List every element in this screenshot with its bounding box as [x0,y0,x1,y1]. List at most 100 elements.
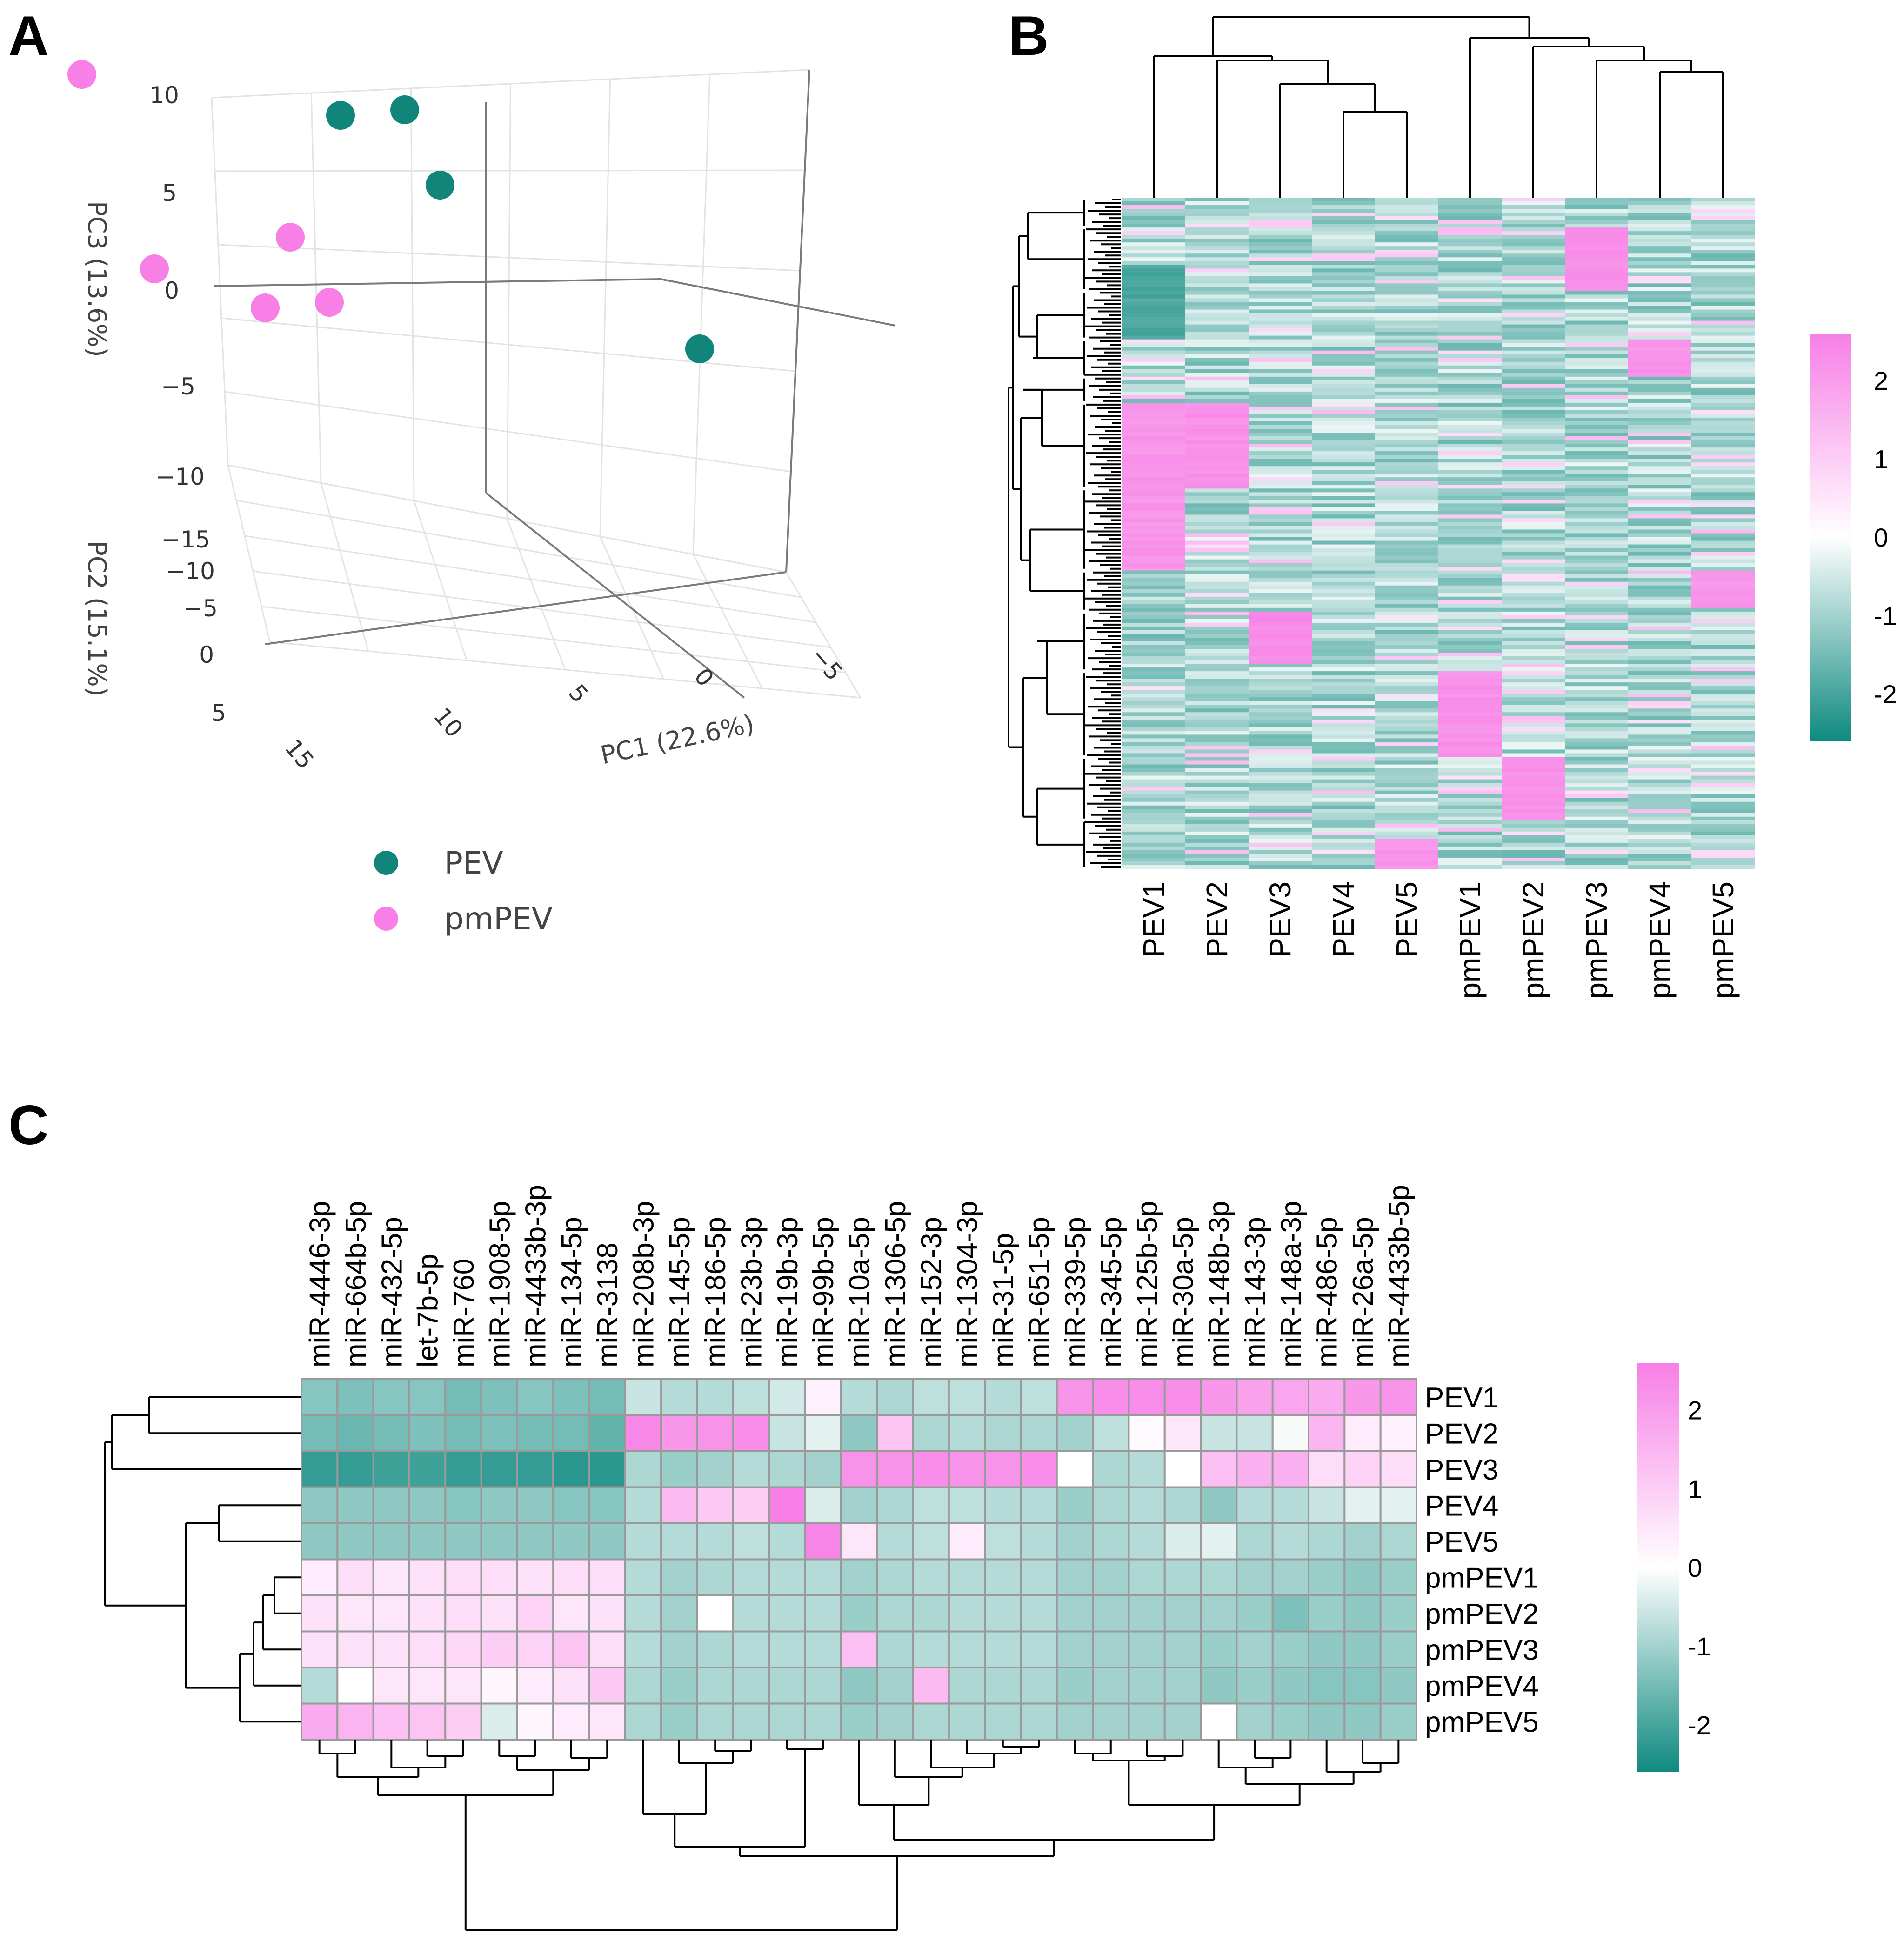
heatmap-b-cell [1438,552,1502,556]
heatmap-b-cell [1565,660,1629,664]
heatmap-b-cell [1375,794,1439,799]
heatmap-b-cell [1312,455,1376,459]
heatmap-c-cell [840,1450,878,1488]
heatmap-b-cell [1375,753,1439,758]
heatmap-b-cell [1628,637,1692,642]
heatmap-b-cell [1438,831,1502,836]
heatmap-b-cell [1185,842,1249,847]
heatmap-c-cell [372,1378,410,1416]
heatmap-b-cell [1565,865,1629,869]
heatmap-b-cell [1312,712,1376,716]
heatmap-b-cell [1185,451,1249,455]
heatmap-c-cell [1379,1378,1417,1416]
heatmap-c-cell [301,1486,339,1524]
heatmap-c-cell [480,1486,518,1524]
heatmap-b-cell [1628,839,1692,843]
heatmap-b-cell [1185,291,1249,295]
heatmap-b-cell [1691,253,1755,258]
heatmap-b-cell [1122,261,1186,265]
grid-line [506,518,566,670]
heatmap-b-cell [1691,391,1755,396]
heatmap-b-cell [1249,406,1312,411]
heatmap-b-cell [1312,690,1376,694]
heatmap-b-cell [1565,198,1629,202]
heatmap-b-cell [1628,783,1692,787]
heatmap-c-column-dendrogram [318,1740,1400,1931]
heatmap-b-cell [1249,533,1312,538]
heatmap-b-cell [1502,727,1565,731]
heatmap-b-cell [1185,444,1249,448]
heatmap-b-cell [1312,201,1376,206]
heatmap-c-cell [1056,1522,1094,1561]
heatmap-b-cell [1502,503,1565,507]
heatmap-b-cell [1185,615,1249,620]
heatmap-b-cell [1565,555,1629,560]
heatmap-b-cell [1185,805,1249,810]
heatmap-b-cell [1438,507,1502,511]
heatmap-b-cell [1122,406,1186,411]
heatmap-b-cell [1122,682,1186,687]
heatmap-b-cell [1502,201,1565,206]
heatmap-b-cell [1249,619,1312,623]
heatmap-b-cell [1438,708,1502,713]
heatmap-b-cell [1312,596,1376,601]
heatmap-b-cell [1122,734,1186,739]
heatmap-b-cell [1438,376,1502,381]
heatmap-c-cell [480,1558,518,1596]
heatmap-c-cell [1020,1667,1058,1705]
point-pmpev [67,60,96,89]
heatmap-b-cell [1312,675,1376,679]
heatmap-b-cell [1691,328,1755,333]
heatmap-c-cell [1236,1414,1274,1452]
heatmap-b-cell [1438,470,1502,474]
heatmap-b-cell [1628,302,1692,307]
heatmap-b-cell [1122,503,1186,507]
heatmap-c-cell [1236,1486,1274,1524]
heatmap-b-cell [1438,626,1502,631]
heatmap-b-cell [1185,384,1249,388]
heatmap-b-cell [1375,354,1439,359]
heatmap-b-cell [1249,854,1312,858]
heatmap-b-cell [1691,615,1755,620]
legend-label-pmpev: pmPEV [444,901,553,937]
heatmap-b-cell [1691,749,1755,754]
heatmap-b-cell [1375,373,1439,377]
heatmap-b-cell [1312,272,1376,276]
heatmap-b-cell [1502,373,1565,377]
heatmap-b-cell [1502,514,1565,519]
heatmap-b-cell [1312,656,1376,660]
heatmap-b-cell [1691,675,1755,679]
heatmap-b-cell [1375,619,1439,623]
heatmap-b-cell [1502,697,1565,701]
heatmap-c-column-label: miR-99b-5p [808,1217,840,1367]
heatmap-b-cell [1628,622,1692,627]
heatmap-b-cell [1312,361,1376,366]
heatmap-c-cell [372,1450,410,1488]
heatmap-b-cell [1375,697,1439,701]
heatmap-c-cell [804,1522,842,1561]
pc1-tick: 10 [428,702,468,742]
heatmap-b-cell [1628,857,1692,862]
heatmap-b-cell [1185,231,1249,235]
heatmap-b-cell [1628,455,1692,459]
heatmap-c-cell [768,1414,806,1452]
heatmap-b-cell [1122,585,1186,590]
heatmap-b-cell [1691,757,1755,761]
heatmap-b-cell [1185,209,1249,213]
heatmap-b-cell [1438,481,1502,485]
heatmap-b-cell [1312,261,1376,265]
heatmap-b-cell [1122,514,1186,519]
heatmap-c-cell [588,1378,626,1416]
heatmap-b-cell [1565,664,1629,668]
heatmap-b-cell [1312,548,1376,553]
heatmap-b-cell [1122,421,1186,426]
heatmap-b-cell [1502,447,1565,452]
heatmap-b-cell [1502,749,1565,754]
heatmap-b-cell [1249,492,1312,496]
heatmap-b-cell [1122,209,1186,213]
heatmap-b-cell [1691,727,1755,731]
heatmap-b-cell [1185,313,1249,318]
heatmap-b-cell [1502,760,1565,765]
heatmap-b-cell [1122,537,1186,541]
heatmap-b-cell [1565,593,1629,597]
